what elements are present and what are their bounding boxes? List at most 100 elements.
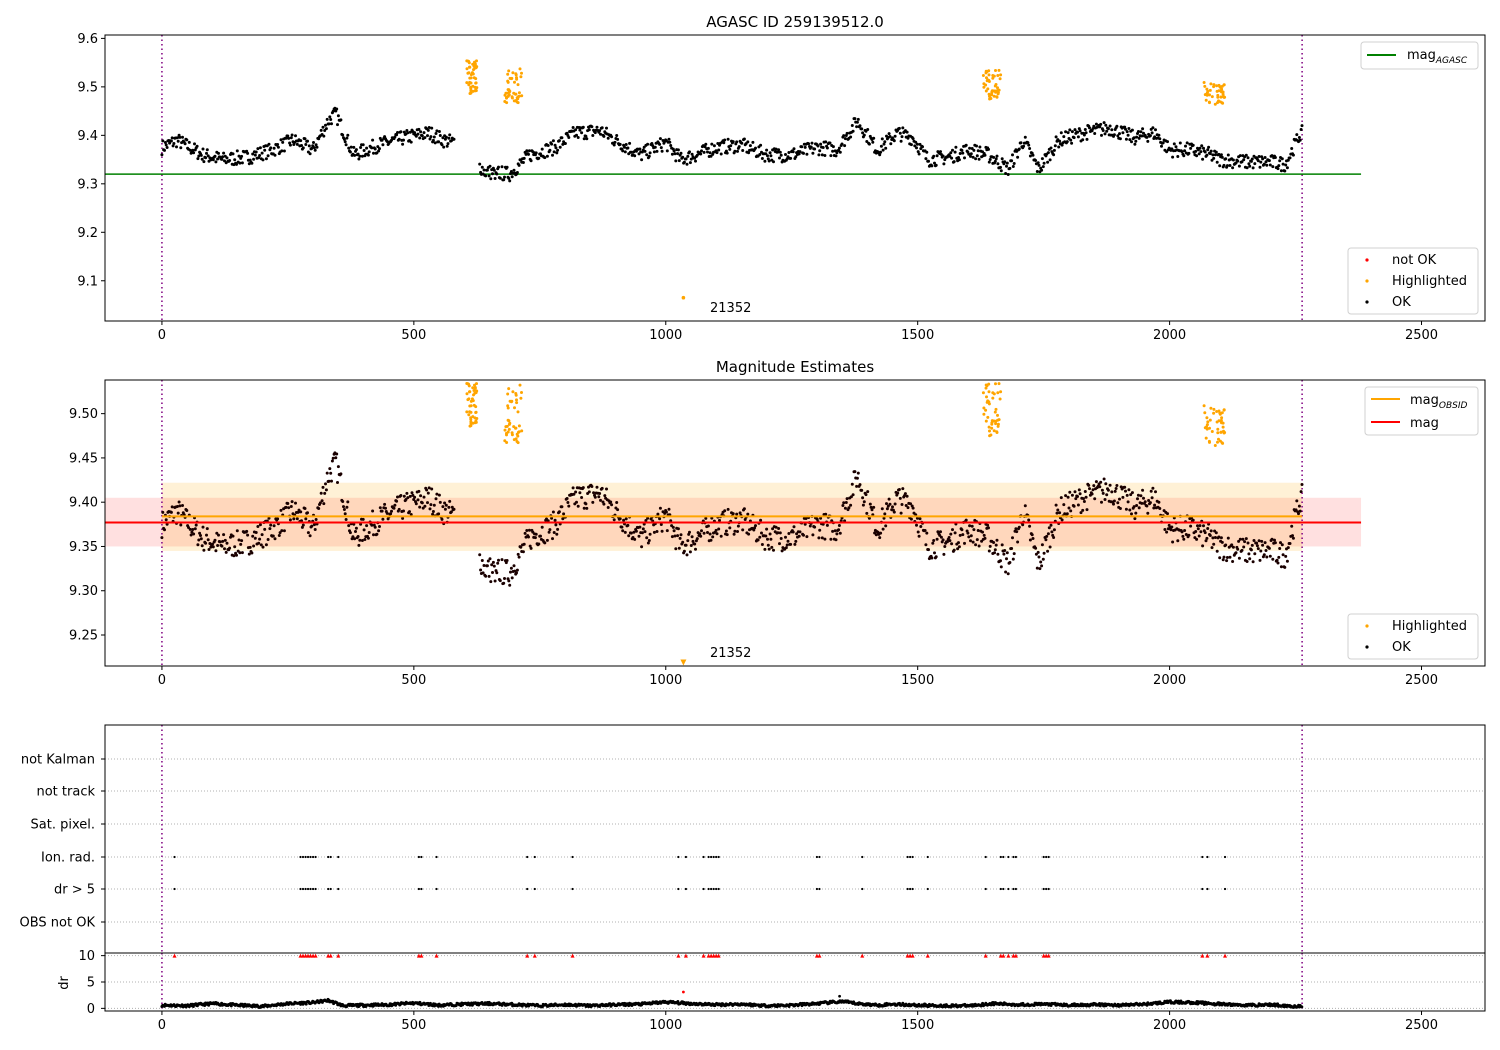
magnitude-ok-point <box>1028 524 1032 528</box>
magnitude-ok-point <box>1036 550 1040 554</box>
agasc-ok-point <box>199 153 203 157</box>
agasc-ok-point <box>729 144 733 148</box>
dr-clipped-marker <box>1001 953 1006 958</box>
agasc-highlighted-point <box>472 68 475 72</box>
agasc-ok-point <box>820 153 824 157</box>
magnitude-ok-point <box>1247 552 1251 556</box>
agasc-ok-point <box>892 139 896 143</box>
magnitude-ok-point <box>951 528 954 532</box>
agasc-ok-point <box>361 143 365 147</box>
magnitude-ok-point <box>939 535 943 539</box>
magnitude-highlighted-point <box>467 413 471 417</box>
magnitude-ok-point <box>813 525 817 529</box>
magnitude-ok-point <box>667 507 671 511</box>
magnitude-highlighted-point <box>515 401 519 405</box>
magnitude-xtick-label: 500 <box>401 673 426 688</box>
agasc-ok-point <box>901 126 905 130</box>
agasc-ok-point <box>563 142 567 145</box>
agasc-ok-point <box>1184 144 1187 148</box>
agasc-ok-point <box>1133 142 1137 146</box>
agasc-highlighted-point <box>510 76 514 80</box>
flag-marker <box>707 855 710 859</box>
magnitude-ok-point <box>1279 541 1282 545</box>
magnitude-ok-point <box>1295 499 1299 503</box>
agasc-ok-point <box>987 160 991 164</box>
agasc-ok-point <box>957 158 961 162</box>
agasc-ok-point <box>967 152 971 156</box>
magnitude-ok-point <box>1250 543 1254 547</box>
magnitude-ok-point <box>1183 529 1187 532</box>
magnitude-ok-point <box>161 510 165 514</box>
agasc-ok-point <box>261 158 265 162</box>
agasc-ok-point <box>213 154 217 158</box>
magnitude-ok-point <box>515 571 518 575</box>
magnitude-ok-point <box>950 542 954 546</box>
agasc-ok-point <box>553 143 557 147</box>
agasc-ok-point <box>1100 133 1103 137</box>
agasc-ok-point <box>1212 156 1216 160</box>
magnitude-ok-point <box>328 467 332 471</box>
agasc-ok-point <box>1174 145 1178 149</box>
agasc-ok-point <box>1036 161 1040 165</box>
agasc-ok-point <box>818 149 822 153</box>
agasc-ok-point <box>626 146 630 150</box>
magnitude-ok-point <box>728 526 732 530</box>
magnitude-highlighted-point <box>994 419 998 423</box>
magnitude-ok-point <box>496 561 500 565</box>
flag-marker <box>707 887 710 891</box>
magnitude-ok-point <box>1074 497 1078 501</box>
agasc-ok-point <box>272 146 276 150</box>
agasc-highlighted-point <box>473 85 477 89</box>
agasc-ok-point <box>681 155 685 159</box>
agasc-ok-point <box>1211 153 1215 157</box>
magnitude-ok-point <box>1003 549 1007 552</box>
magnitude-ok-point <box>672 529 676 533</box>
flag-marker <box>526 855 529 859</box>
agasc-ok-point <box>196 157 200 161</box>
agasc-ok-point <box>1076 135 1080 139</box>
magnitude-ok-point <box>1165 530 1169 534</box>
flag-marker <box>311 855 315 859</box>
magnitude-ok-point <box>874 533 878 537</box>
agasc-highlighted-point <box>519 75 523 79</box>
magnitude-ok-point <box>584 502 588 506</box>
agasc-ok-point <box>493 177 497 180</box>
legend-sub-agasc: AGASC <box>1435 56 1468 66</box>
agasc-ok-point <box>862 133 866 137</box>
flag-marker <box>304 855 307 859</box>
agasc-ok-point <box>1185 141 1189 145</box>
magnitude-ok-point <box>974 543 978 547</box>
agasc-ok-point <box>952 160 956 164</box>
magnitude-ok-point <box>1222 555 1226 559</box>
magnitude-ok-point <box>413 495 417 499</box>
magnitude-highlighted-point <box>1222 408 1226 412</box>
agasc-ok-point <box>235 162 238 166</box>
agasc-ok-point <box>831 149 835 153</box>
magnitude-ok-point <box>1240 548 1244 552</box>
agasc-ok-point <box>422 131 426 135</box>
agasc-ok-point <box>1116 134 1120 138</box>
agasc-ok-point <box>934 163 938 167</box>
magnitude-ok-point <box>833 529 837 533</box>
magnitude-highlighted-point <box>982 406 986 410</box>
magnitude-ok-point <box>223 547 226 551</box>
agasc-highlighted-point <box>475 65 479 69</box>
magnitude-ok-point <box>987 526 990 530</box>
agasc-ok-point <box>246 151 250 155</box>
magnitude-ok-point <box>1125 493 1129 497</box>
agasc-ok-point <box>1253 162 1257 166</box>
magnitude-ok-point <box>825 523 829 527</box>
agasc-ok-point <box>807 142 811 146</box>
agasc-ok-point <box>974 157 978 161</box>
agasc-ok-point <box>679 151 683 155</box>
agasc-highlighted-point <box>1208 101 1211 105</box>
magnitude-ok-point <box>925 531 929 535</box>
agasc-ok-point <box>1094 122 1098 126</box>
agasc-highlighted-outlier <box>681 295 686 300</box>
magnitude-ok-point <box>1263 541 1267 545</box>
agasc-ok-point <box>1194 149 1198 153</box>
magnitude-ok-point <box>320 499 324 503</box>
agasc-ytick-label: 9.4 <box>77 129 98 144</box>
agasc-ok-point <box>1267 159 1271 163</box>
magnitude-ok-point <box>764 534 768 538</box>
